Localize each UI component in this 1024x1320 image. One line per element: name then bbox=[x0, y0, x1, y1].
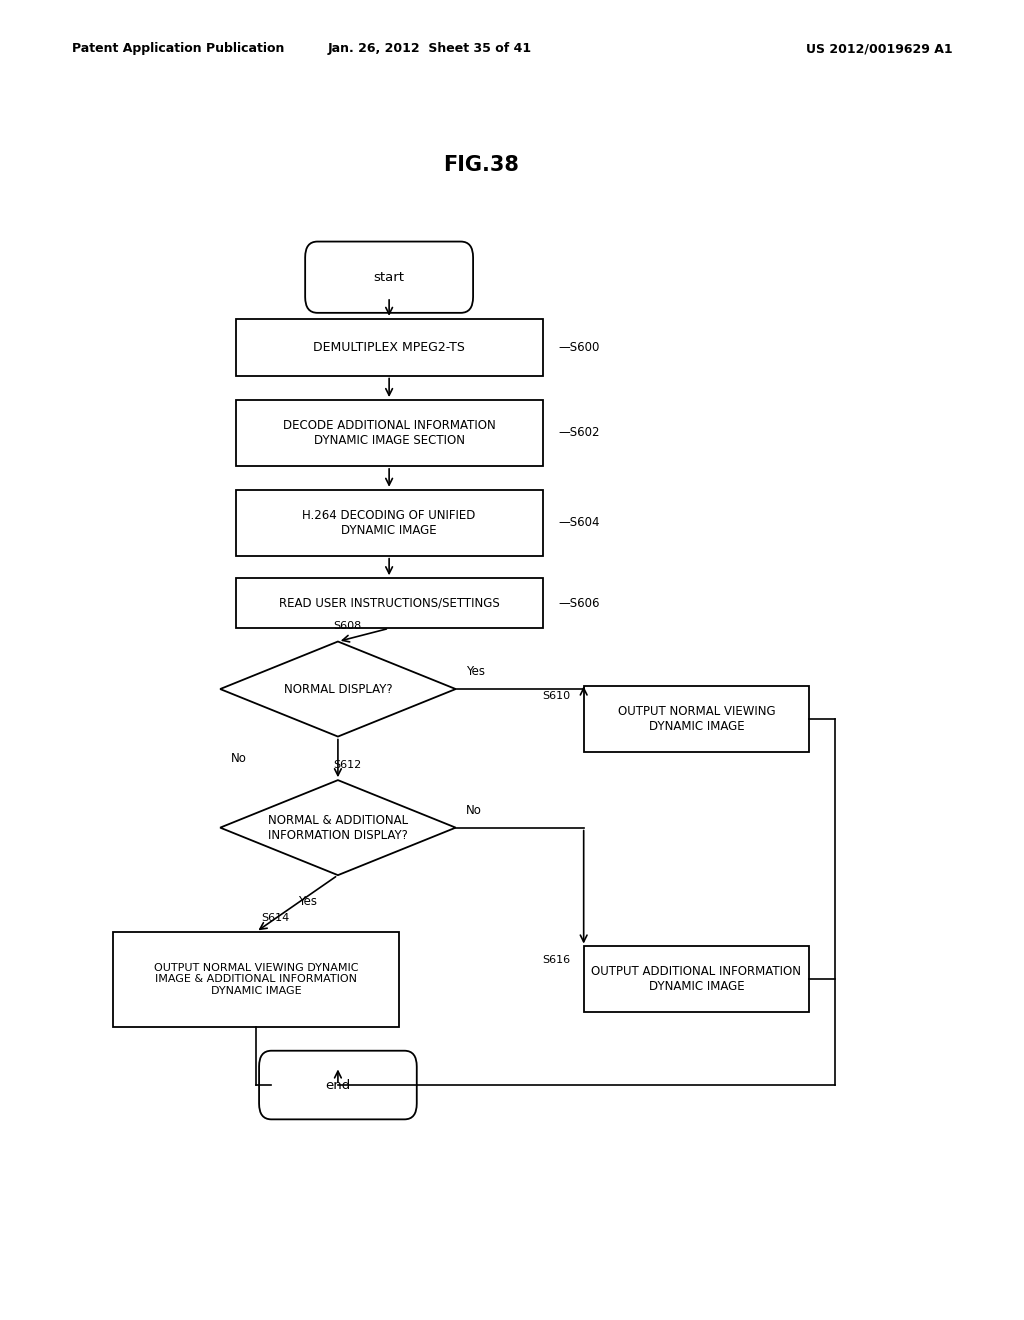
Bar bbox=[113, 932, 399, 1027]
Text: S616: S616 bbox=[543, 954, 570, 965]
Text: Yes: Yes bbox=[298, 895, 316, 908]
Text: end: end bbox=[326, 1078, 350, 1092]
Bar bbox=[236, 400, 543, 466]
FancyBboxPatch shape bbox=[305, 242, 473, 313]
Text: DEMULTIPLEX MPEG2-TS: DEMULTIPLEX MPEG2-TS bbox=[313, 341, 465, 354]
Text: Patent Application Publication: Patent Application Publication bbox=[72, 42, 284, 55]
Polygon shape bbox=[220, 642, 456, 737]
Text: DECODE ADDITIONAL INFORMATION
DYNAMIC IMAGE SECTION: DECODE ADDITIONAL INFORMATION DYNAMIC IM… bbox=[283, 418, 496, 447]
Text: OUTPUT NORMAL VIEWING DYNAMIC
IMAGE & ADDITIONAL INFORMATION
DYNAMIC IMAGE: OUTPUT NORMAL VIEWING DYNAMIC IMAGE & AD… bbox=[154, 962, 358, 997]
Bar bbox=[584, 946, 809, 1012]
Polygon shape bbox=[220, 780, 456, 875]
Text: —S604: —S604 bbox=[558, 516, 600, 529]
Text: —S600: —S600 bbox=[558, 341, 599, 354]
Text: —S606: —S606 bbox=[558, 597, 600, 610]
Bar bbox=[236, 318, 543, 375]
Text: FIG.38: FIG.38 bbox=[443, 154, 519, 176]
Text: —S602: —S602 bbox=[558, 426, 600, 440]
Text: US 2012/0019629 A1: US 2012/0019629 A1 bbox=[806, 42, 952, 55]
Bar bbox=[236, 578, 543, 628]
Bar bbox=[236, 490, 543, 556]
Text: start: start bbox=[374, 271, 404, 284]
Text: OUTPUT ADDITIONAL INFORMATION
DYNAMIC IMAGE: OUTPUT ADDITIONAL INFORMATION DYNAMIC IM… bbox=[591, 965, 802, 994]
Text: READ USER INSTRUCTIONS/SETTINGS: READ USER INSTRUCTIONS/SETTINGS bbox=[279, 597, 500, 610]
Text: Jan. 26, 2012  Sheet 35 of 41: Jan. 26, 2012 Sheet 35 of 41 bbox=[328, 42, 532, 55]
Text: No: No bbox=[466, 804, 482, 817]
Text: No: No bbox=[230, 752, 247, 764]
Text: OUTPUT NORMAL VIEWING
DYNAMIC IMAGE: OUTPUT NORMAL VIEWING DYNAMIC IMAGE bbox=[617, 705, 775, 734]
Text: S612: S612 bbox=[333, 759, 361, 770]
Text: NORMAL & ADDITIONAL
INFORMATION DISPLAY?: NORMAL & ADDITIONAL INFORMATION DISPLAY? bbox=[268, 813, 408, 842]
Text: S614: S614 bbox=[261, 912, 290, 923]
Bar bbox=[584, 686, 809, 752]
Text: H.264 DECODING OF UNIFIED
DYNAMIC IMAGE: H.264 DECODING OF UNIFIED DYNAMIC IMAGE bbox=[302, 508, 476, 537]
FancyBboxPatch shape bbox=[259, 1051, 417, 1119]
Text: S610: S610 bbox=[543, 690, 570, 701]
Text: NORMAL DISPLAY?: NORMAL DISPLAY? bbox=[284, 682, 392, 696]
Text: S608: S608 bbox=[333, 620, 361, 631]
Text: Yes: Yes bbox=[466, 665, 485, 678]
